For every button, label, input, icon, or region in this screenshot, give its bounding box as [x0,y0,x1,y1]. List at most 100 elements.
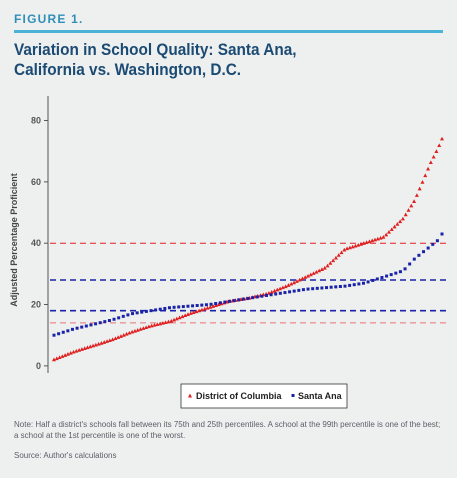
santa-ana-point [306,287,310,291]
dc-point [118,334,123,338]
dc-point [52,357,56,362]
dc-point [339,250,344,255]
santa-ana-point [121,314,125,318]
dc-point [384,232,389,237]
dc-point [180,314,185,319]
dc-point [412,199,417,203]
santa-ana-point [278,291,282,295]
santa-ana-point [107,319,111,323]
santa-ana-point [112,317,116,321]
santa-ana-point [352,283,356,287]
santa-ana-point [412,257,416,261]
dc-point [113,336,118,341]
dc-point [177,315,182,320]
santa-ana-point [426,246,430,250]
dc-point [325,263,330,268]
santa-ana-point [98,321,102,325]
dc-point [395,222,400,226]
dc-point [127,330,132,335]
dc-point [342,247,347,252]
dc-point [434,149,439,153]
santa-ana-point [375,277,379,281]
accent-rule [14,30,443,33]
santa-ana-point [260,294,264,298]
santa-ana-point [135,311,139,315]
santa-ana-point [94,322,98,326]
santa-ana-point [223,300,227,304]
dc-point [280,285,285,290]
santa-ana-point [408,262,412,266]
dc-point [294,279,299,283]
santa-ana-point [80,325,84,329]
santa-ana-point [361,281,365,285]
santa-ana-point [311,287,315,291]
santa-ana-point [209,302,213,306]
dc-point [431,154,436,159]
dc-point [283,284,288,289]
santa-ana-point [126,313,130,317]
dc-point [314,269,319,274]
santa-ana-point [283,291,287,295]
santa-ana-point [292,289,296,293]
dc-point [185,312,190,316]
dc-point [333,255,338,260]
santa-ana-point [200,303,204,307]
dc-point [322,265,327,270]
dc-point [54,356,59,361]
legend-box [180,383,348,409]
legend-santa-ana-marker [291,394,295,397]
santa-ana-point [398,270,402,274]
santa-ana-point [338,284,342,288]
dc-point [57,355,62,360]
santa-ana-point [274,292,278,296]
santa-ana-point [89,323,93,327]
santa-ana-point [269,293,273,297]
dc-point [306,273,311,278]
dc-point [68,350,73,355]
santa-ana-point [149,309,153,313]
dc-point [386,229,391,234]
santa-ana-point [61,330,65,334]
santa-ana-point [186,304,190,308]
santa-ana-point [389,273,393,277]
dc-point [400,216,405,221]
santa-ana-point [177,305,181,309]
y-tick-label: 60 [31,177,41,187]
santa-ana-point [167,306,171,310]
santa-ana-point [297,288,301,292]
dc-point [381,234,386,239]
santa-ana-point [320,286,324,290]
dc-point [406,208,411,212]
santa-ana-point [329,285,333,289]
dc-point [317,268,322,273]
santa-ana-point [218,301,222,305]
dc-point [289,281,294,286]
santa-ana-point [357,282,361,286]
dc-point [163,320,168,325]
dc-point [403,212,408,217]
legend-dc-marker [188,393,192,398]
dc-point [169,318,174,323]
santa-ana-point [288,290,292,294]
santa-ana-point [371,278,375,282]
dc-point [297,277,302,282]
dc-point [308,272,313,277]
santa-ana-point [232,299,236,303]
santa-ana-point [343,284,347,288]
chart-source: Source: Author's calculations [14,451,117,460]
dc-point [158,321,163,326]
dc-point [420,179,425,184]
dc-point [331,258,336,263]
dc-point [65,352,70,356]
santa-ana-point [195,303,199,307]
dc-point [174,316,179,321]
santa-ana-point [191,304,195,308]
dc-point [152,322,157,327]
dc-point [389,227,394,232]
y-tick-label: 40 [31,238,41,248]
santa-ana-point [154,308,158,312]
dc-point [319,267,324,271]
dc-point [60,354,65,358]
santa-ana-point [315,286,319,290]
dc-point [423,173,428,178]
